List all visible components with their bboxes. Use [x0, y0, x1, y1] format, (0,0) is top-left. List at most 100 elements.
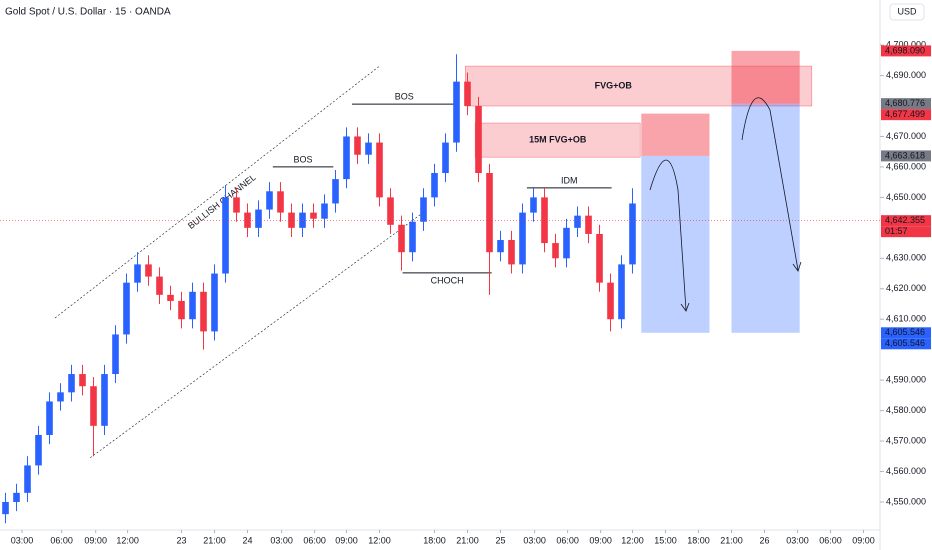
- candle-body: [321, 203, 328, 219]
- x-tick-label: 06:00: [556, 535, 579, 545]
- price-tag-label: 4,642.355: [885, 215, 925, 225]
- price-tag: [881, 45, 931, 57]
- candle-body: [35, 434, 42, 466]
- price-tag-label: 4,605.546: [885, 327, 925, 337]
- x-tick-label: 09:00: [852, 535, 875, 545]
- candle-body: [46, 401, 53, 435]
- candle-body: [200, 291, 207, 332]
- candle-body: [189, 291, 196, 320]
- x-tick-label: 03:00: [523, 535, 546, 545]
- price-tag-label: 4,698.090: [885, 45, 925, 55]
- candle-body: [596, 233, 603, 283]
- price-tag: [881, 338, 931, 350]
- chart-title: Gold Spot / U.S. Dollar · 15 · OANDA: [5, 7, 171, 18]
- candle-body: [497, 240, 504, 253]
- price-tag: [881, 150, 931, 162]
- price-tag: [881, 109, 931, 121]
- target-zone: [731, 103, 800, 333]
- price-tag-label: 4,677.499: [885, 109, 925, 119]
- currency-label[interactable]: USD: [897, 6, 917, 16]
- countdown-label: 01:57: [885, 226, 908, 236]
- x-tick-label: 03:00: [786, 535, 809, 545]
- candle-body: [453, 81, 460, 143]
- candle-body: [167, 294, 174, 301]
- candle-body: [552, 243, 559, 259]
- x-tick-label: 12:00: [116, 535, 139, 545]
- target-zone: [641, 155, 710, 333]
- candle-body: [475, 106, 482, 174]
- candle-body: [530, 197, 537, 213]
- candle-body: [211, 273, 218, 332]
- y-tick-label: 4,570.000: [886, 435, 926, 445]
- structure-label: BOS: [294, 154, 313, 164]
- candle-body: [101, 374, 108, 426]
- y-tick-label: 4,690.000: [886, 70, 926, 80]
- x-tick-label: 12:00: [621, 535, 644, 545]
- candle-body: [541, 197, 548, 244]
- x-tick-label: 09:00: [589, 535, 612, 545]
- candle-body: [244, 212, 251, 228]
- x-tick-label: 03:00: [270, 535, 293, 545]
- y-tick-label: 4,630.000: [886, 253, 926, 263]
- candle-body: [398, 224, 405, 253]
- y-tick-label: 4,590.000: [886, 375, 926, 385]
- candle-body: [574, 215, 581, 228]
- candle-body: [387, 197, 394, 225]
- candle-body: [464, 81, 471, 106]
- structure-label: CHOCH: [431, 275, 464, 285]
- candle-body: [2, 501, 9, 515]
- candle-body: [233, 197, 240, 213]
- candle-body: [145, 264, 152, 277]
- stop-zone: [641, 113, 710, 156]
- candle-body: [277, 191, 284, 213]
- candle-body: [68, 374, 75, 393]
- x-tick-label: 09:00: [335, 535, 358, 545]
- x-tick-label: 06:00: [819, 535, 842, 545]
- x-tick-label: 06:00: [50, 535, 73, 545]
- structure-label: BOS: [395, 92, 414, 102]
- x-tick-label: 06:00: [303, 535, 326, 545]
- currency-button[interactable]: [889, 3, 925, 21]
- candle-body: [222, 197, 229, 274]
- candle-body: [365, 142, 372, 155]
- channel-line: [54, 65, 380, 319]
- x-tick-label: 15:00: [654, 535, 677, 545]
- projection-arrow: [649, 159, 687, 311]
- candle-body: [299, 212, 306, 228]
- price-tag: [881, 215, 931, 227]
- candle-body: [90, 386, 97, 426]
- price-tag-label: 4,605.546: [885, 338, 925, 348]
- x-tick-label: 09:00: [84, 535, 107, 545]
- candle-body: [343, 136, 350, 180]
- candle-body: [134, 264, 141, 283]
- y-tick-label: 4,620.000: [886, 283, 926, 293]
- candle-body: [24, 465, 31, 493]
- candle-body: [618, 264, 625, 320]
- x-tick-label: 23: [176, 535, 186, 545]
- zone-label: FVG+OB: [595, 80, 633, 90]
- x-tick-label: 21:00: [720, 535, 743, 545]
- channel-line: [90, 214, 421, 459]
- candle-body: [123, 282, 130, 335]
- candle-body: [79, 374, 86, 387]
- arrow-head: [680, 302, 690, 312]
- candle-body: [508, 240, 515, 265]
- countdown-box: [881, 226, 931, 238]
- candle-body: [519, 212, 526, 265]
- x-tick-label: 18:00: [687, 535, 710, 545]
- candle-body: [310, 212, 317, 219]
- y-tick-label: 4,550.000: [886, 496, 926, 506]
- x-tick-label: 26: [759, 535, 769, 545]
- structure-label: IDM: [561, 175, 578, 185]
- candle-body: [288, 212, 295, 228]
- candle-body: [585, 215, 592, 234]
- x-tick-label: 25: [495, 535, 505, 545]
- y-tick-label: 4,610.000: [886, 314, 926, 324]
- candle-body: [629, 203, 636, 265]
- price-tag: [881, 98, 931, 110]
- candle-body: [332, 179, 339, 204]
- x-tick-label: 21:00: [203, 535, 226, 545]
- y-tick-label: 4,660.000: [886, 161, 926, 171]
